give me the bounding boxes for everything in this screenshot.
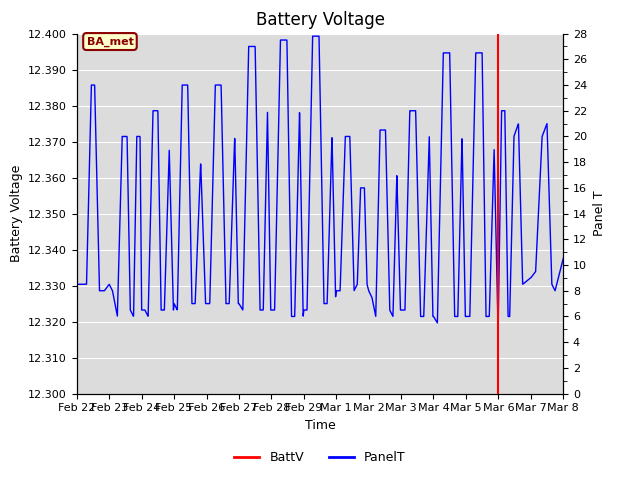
Y-axis label: Battery Voltage: Battery Voltage xyxy=(10,165,22,262)
Text: BA_met: BA_met xyxy=(86,36,133,47)
X-axis label: Time: Time xyxy=(305,419,335,432)
Y-axis label: Panel T: Panel T xyxy=(593,191,605,237)
Title: Battery Voltage: Battery Voltage xyxy=(255,11,385,29)
Legend: BattV, PanelT: BattV, PanelT xyxy=(229,446,411,469)
